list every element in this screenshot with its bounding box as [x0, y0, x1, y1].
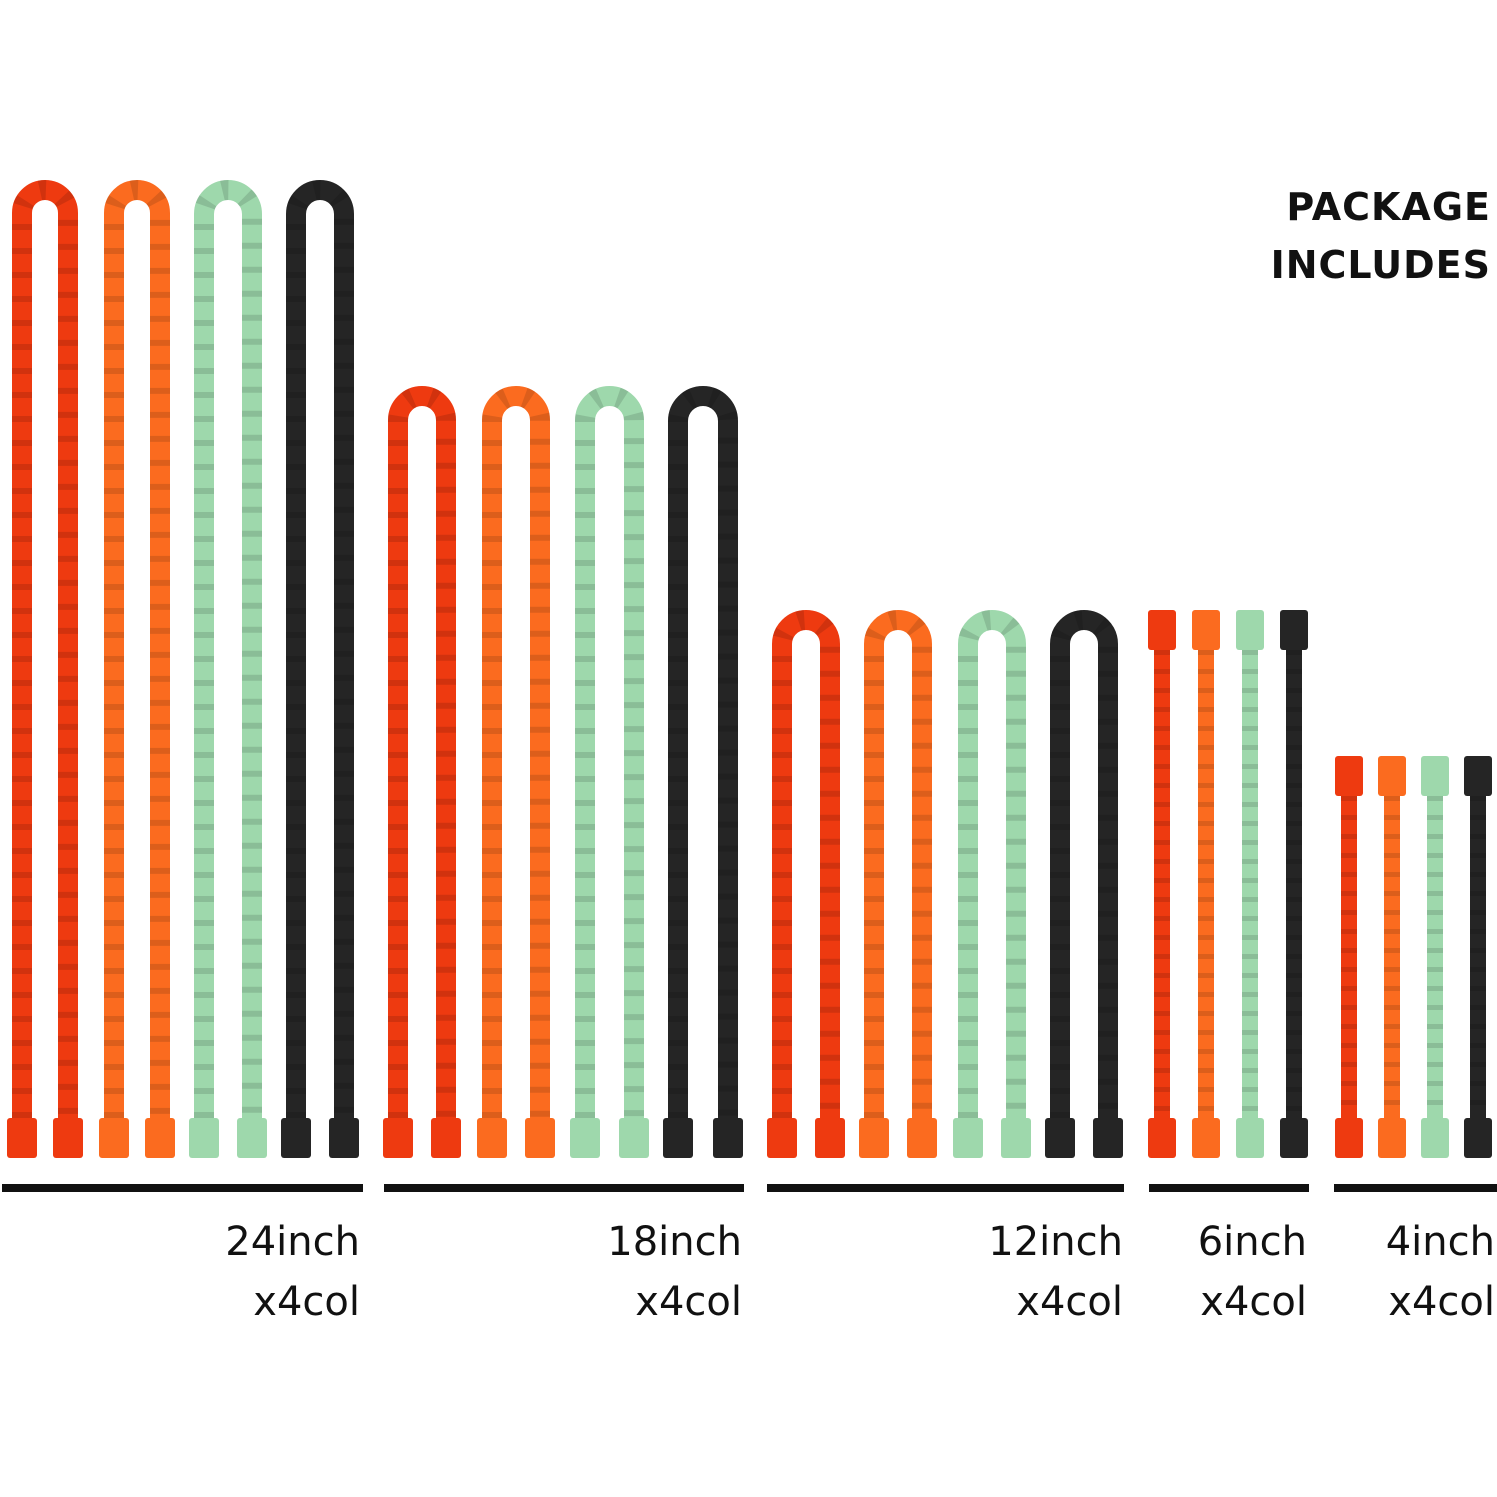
4inch-red-tie: [1335, 756, 1363, 1158]
18inch-green-tie: [570, 386, 649, 1158]
24inch-orange-tie: [99, 180, 175, 1158]
group-label-24inch: 24inch x4col: [225, 1212, 360, 1332]
group-label-6inch: 6inch x4col: [1198, 1212, 1307, 1332]
size-label: 4inch: [1385, 1219, 1495, 1265]
size-label: 18inch: [607, 1219, 742, 1265]
24inch-black-tie: [281, 180, 359, 1158]
group-bar-18inch: [384, 1184, 744, 1192]
group-bar-6inch: [1149, 1184, 1309, 1192]
count-label: x4col: [253, 1279, 360, 1325]
size-label: 12inch: [988, 1219, 1123, 1265]
group-bar-4inch: [1334, 1184, 1497, 1192]
4inch-green-tie: [1421, 756, 1449, 1158]
title-line-2: INCLUDES: [1270, 243, 1491, 287]
24inch-green-tie: [189, 180, 267, 1158]
24inch-red-tie: [7, 180, 83, 1158]
12inch-orange-tie: [859, 610, 937, 1158]
18inch-red-tie: [383, 386, 461, 1158]
4inch-black-tie: [1464, 756, 1492, 1158]
group-bar-24inch: [2, 1184, 363, 1192]
12inch-green-tie: [953, 610, 1031, 1158]
18inch-black-tie: [663, 386, 743, 1158]
group-label-12inch: 12inch x4col: [988, 1212, 1123, 1332]
count-label: x4col: [635, 1279, 742, 1325]
6inch-black-tie: [1280, 610, 1308, 1158]
4inch-orange-tie: [1378, 756, 1406, 1158]
count-label: x4col: [1200, 1279, 1307, 1325]
6inch-orange-tie: [1192, 610, 1220, 1158]
title-line-1: PACKAGE: [1286, 185, 1491, 229]
group-bar-12inch: [767, 1184, 1124, 1192]
6inch-red-tie: [1148, 610, 1176, 1158]
group-label-4inch: 4inch x4col: [1386, 1212, 1495, 1332]
6inch-green-tie: [1236, 610, 1264, 1158]
package-includes-title: PACKAGE INCLUDES: [1271, 178, 1491, 294]
group-label-18inch: 18inch x4col: [607, 1212, 742, 1332]
size-label: 24inch: [225, 1219, 360, 1265]
count-label: x4col: [1016, 1279, 1123, 1325]
12inch-red-tie: [767, 610, 845, 1158]
count-label: x4col: [1388, 1279, 1495, 1325]
12inch-black-tie: [1045, 610, 1123, 1158]
18inch-orange-tie: [477, 386, 555, 1158]
size-label: 6inch: [1197, 1219, 1307, 1265]
